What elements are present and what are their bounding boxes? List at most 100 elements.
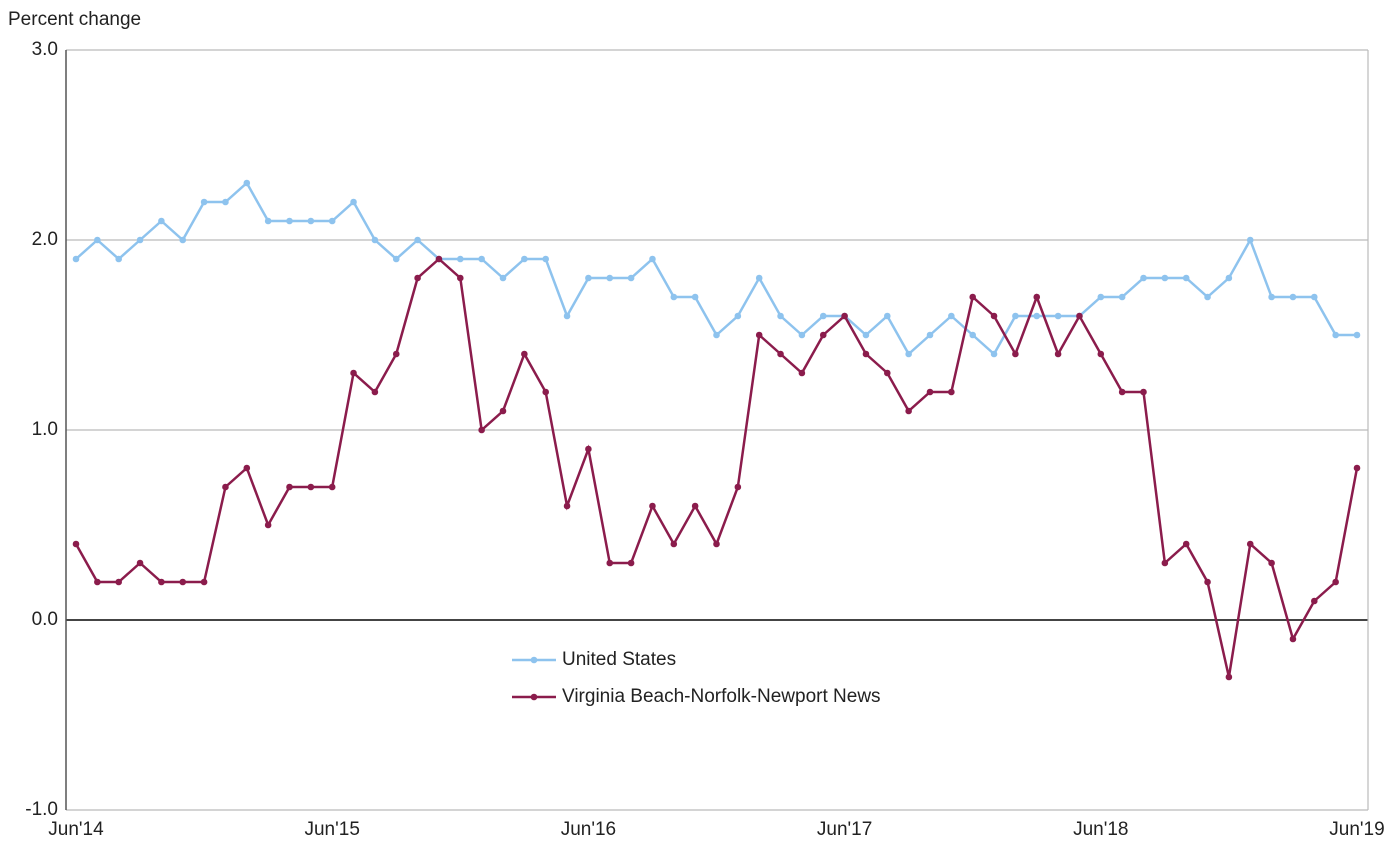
data-point [1246,540,1254,548]
data-point [1161,559,1169,567]
data-point [948,388,955,396]
data-point [627,274,635,282]
data-point [713,540,720,548]
data-point [1182,274,1190,282]
data-point [222,483,229,491]
data-point [926,388,934,396]
legend-label: United States [562,649,676,670]
data-point [542,255,549,263]
data-point [798,331,806,339]
data-point [1012,350,1019,358]
x-tick-label: Jun'15 [304,819,359,840]
data-point [1353,464,1361,472]
data-point [926,331,934,339]
data-point [243,179,251,187]
y-tick-label: 3.0 [32,39,58,60]
data-point [563,312,571,320]
data-point [478,255,485,263]
legend-marker [530,693,538,701]
data-point [328,483,336,491]
y-tick-label: -1.0 [25,799,58,820]
data-point [435,255,443,263]
data-point [691,293,699,301]
y-tick-label: 2.0 [32,229,58,250]
data-point [158,217,165,225]
data-point [905,350,912,358]
x-tick-label: Jun'16 [561,819,616,840]
data-point [713,331,720,339]
data-point [307,217,315,225]
data-point [777,312,784,320]
data-point [905,407,912,415]
data-point [585,445,592,453]
data-point [1289,635,1297,643]
data-point [94,578,101,586]
data-point [243,464,251,472]
data-point [115,578,122,586]
data-point [158,578,165,586]
data-point [948,312,955,320]
y-tick-label: 0.0 [32,609,58,630]
y-tick-label: 1.0 [32,419,58,440]
x-tick-label: Jun'17 [817,819,872,840]
data-point [841,312,848,320]
data-point [1140,274,1147,282]
data-point [72,255,80,263]
data-point [1289,293,1297,301]
data-point [179,236,187,244]
data-point [1161,274,1169,282]
data-point [1332,331,1339,339]
data-point [884,312,891,320]
data-point [371,388,379,396]
data-point [1097,293,1105,301]
data-point [264,217,272,225]
data-point [969,293,976,301]
data-point [307,483,315,491]
data-point [179,578,187,586]
data-point [457,274,464,282]
data-point [286,217,293,225]
legend-label: Virginia Beach-Norfolk-Newport News [562,686,881,707]
data-point [478,426,485,434]
data-point [392,350,400,358]
data-point [1033,312,1041,320]
data-point [392,255,400,263]
data-point [606,274,614,282]
data-point [819,331,827,339]
data-point [649,255,656,263]
x-tick-label: Jun'14 [48,819,104,840]
data-point [72,540,80,548]
series-line [74,257,1359,678]
data-point [777,350,784,358]
data-point [1353,331,1361,339]
data-point [1225,274,1233,282]
data-point [969,331,976,339]
data-point [350,198,357,206]
data-point [670,540,678,548]
data-point [1225,673,1233,681]
data-point [1118,388,1126,396]
data-point [136,236,144,244]
data-point [1268,293,1275,301]
data-point [1311,597,1318,605]
data-point [1182,540,1190,548]
data-point [1054,350,1062,358]
data-point [222,198,229,206]
data-point [1311,293,1318,301]
data-point [627,559,635,567]
series-line [75,181,1357,356]
data-point [264,521,272,529]
data-point [1033,293,1041,301]
data-point [1140,388,1147,396]
data-point [585,274,592,282]
data-point [136,559,144,567]
data-point [115,255,122,263]
data-point [1204,293,1211,301]
data-point [691,502,699,510]
data-point [563,502,571,510]
data-point [862,331,870,339]
data-point [200,198,208,206]
data-point [499,274,507,282]
data-point [734,312,742,320]
